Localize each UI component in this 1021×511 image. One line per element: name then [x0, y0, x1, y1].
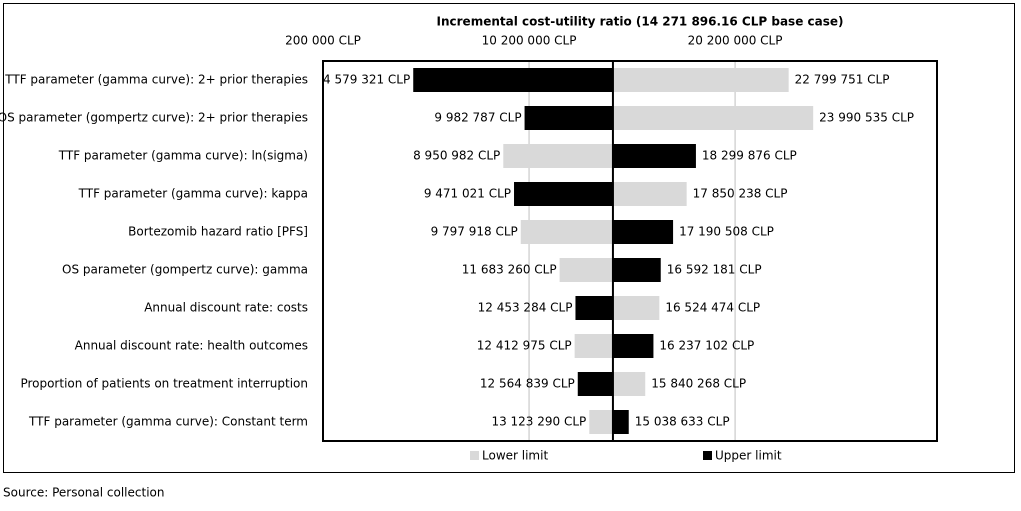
- bar: [612, 220, 674, 244]
- category-label: Bortezomib hazard ratio [PFS]: [128, 225, 308, 239]
- category-label: TTF parameter (gamma curve): ln(sigma): [58, 149, 308, 163]
- value-label: 9 982 787 CLP: [434, 111, 521, 125]
- value-label: 17 850 238 CLP: [693, 187, 788, 201]
- value-label: 11 683 260 CLP: [462, 263, 557, 277]
- value-label: 18 299 876 CLP: [702, 149, 797, 163]
- chart-border: [3, 3, 1015, 473]
- bar: [612, 296, 660, 320]
- bar: [520, 220, 613, 244]
- value-label: 22 799 751 CLP: [795, 73, 890, 87]
- x-tick-label: 20 200 000 CLP: [688, 34, 783, 48]
- bar: [612, 68, 789, 92]
- bar: [574, 334, 613, 358]
- value-label: 23 990 535 CLP: [819, 111, 914, 125]
- value-label: 16 237 102 CLP: [659, 339, 754, 353]
- bar: [413, 68, 613, 92]
- legend-label: Lower limit: [482, 449, 548, 463]
- plot-border: [322, 60, 938, 442]
- bar: [612, 372, 646, 396]
- value-label: 12 453 284 CLP: [478, 301, 573, 315]
- category-label: Annual discount rate: costs: [144, 301, 308, 315]
- bar: [559, 258, 613, 282]
- x-tick-label: 200 000 CLP: [285, 34, 361, 48]
- legend-label: Upper limit: [715, 449, 782, 463]
- category-label: Annual discount rate: health outcomes: [75, 339, 308, 353]
- value-label: 8 950 982 CLP: [413, 149, 500, 163]
- value-label: 16 524 474 CLP: [665, 301, 760, 315]
- bar: [612, 106, 814, 130]
- category-label: TTF parameter (gamma curve): 2+ prior th…: [4, 73, 308, 87]
- legend-swatch: [703, 451, 712, 460]
- category-label: TTF parameter (gamma curve): Constant te…: [28, 415, 308, 429]
- bar: [612, 258, 661, 282]
- bar: [612, 410, 629, 434]
- value-label: 9 797 918 CLP: [431, 225, 518, 239]
- bar: [589, 410, 613, 434]
- legend-swatch: [470, 451, 479, 460]
- value-label: 16 592 181 CLP: [667, 263, 762, 277]
- value-label: 12 564 839 CLP: [480, 377, 575, 391]
- bar: [612, 144, 696, 168]
- bar: [612, 182, 687, 206]
- bar: [575, 296, 613, 320]
- value-label: 17 190 508 CLP: [679, 225, 774, 239]
- source-note: Source: Personal collection: [3, 486, 164, 500]
- value-label: 15 038 633 CLP: [635, 415, 730, 429]
- bar: [612, 334, 654, 358]
- value-label: 13 123 290 CLP: [491, 415, 586, 429]
- category-label: OS parameter (gompertz curve): gamma: [62, 263, 308, 277]
- value-label: 12 412 975 CLP: [477, 339, 572, 353]
- value-label: 4 579 321 CLP: [323, 73, 410, 87]
- x-tick-label: 10 200 000 CLP: [482, 34, 577, 48]
- category-label: OS parameter (gompertz curve): 2+ prior …: [0, 111, 308, 125]
- bar: [503, 144, 613, 168]
- bar: [577, 372, 613, 396]
- value-label: 15 840 268 CLP: [651, 377, 746, 391]
- chart-title: Incremental cost-utility ratio (14 271 8…: [437, 15, 844, 29]
- bar: [524, 106, 613, 130]
- value-label: 9 471 021 CLP: [424, 187, 511, 201]
- bar: [514, 182, 613, 206]
- category-label: TTF parameter (gamma curve): kappa: [78, 187, 308, 201]
- category-label: Proportion of patients on treatment inte…: [20, 377, 308, 391]
